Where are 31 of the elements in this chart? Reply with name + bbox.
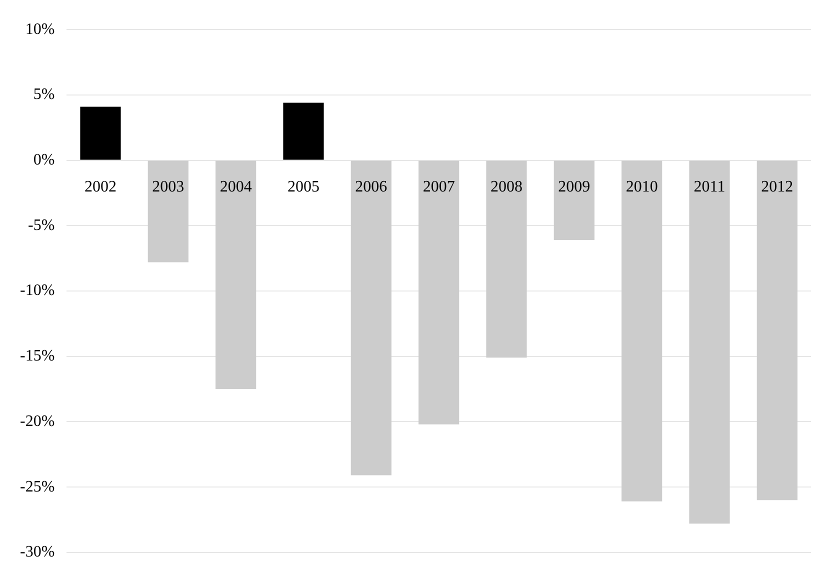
bar — [689, 160, 730, 524]
y-tick-label: -30% — [20, 544, 55, 561]
y-tick-label: -15% — [20, 348, 55, 365]
x-tick-label: 2007 — [422, 178, 455, 196]
y-tick-label: 5% — [33, 86, 55, 104]
bar — [350, 160, 392, 476]
x-tick-label: 2010 — [626, 178, 658, 196]
x-tick-label: 2003 — [152, 178, 184, 196]
y-tick-label: -5% — [28, 216, 55, 234]
x-tick-label: 2008 — [490, 178, 522, 196]
bar — [80, 106, 121, 160]
y-tick-label: -25% — [20, 478, 55, 496]
bar — [554, 160, 594, 240]
x-tick-label: 2006 — [355, 178, 388, 196]
x-tick-label: 2009 — [558, 178, 590, 196]
bar — [756, 160, 798, 500]
y-tick-label: 10% — [25, 20, 55, 38]
bar — [148, 160, 188, 262]
y-tick-label: -10% — [20, 282, 55, 300]
x-tick-label: 2005 — [287, 178, 320, 196]
bar — [486, 160, 527, 358]
bar — [418, 160, 460, 424]
y-tick-label: -20% — [20, 412, 55, 430]
bar — [622, 160, 662, 502]
x-tick-label: 2004 — [220, 178, 252, 196]
x-tick-label: 2012 — [761, 178, 794, 196]
bar — [216, 160, 256, 390]
x-tick-label: 2002 — [84, 178, 116, 196]
bar — [283, 102, 324, 160]
x-tick-label: 2011 — [694, 178, 726, 196]
y-tick-label: 0% — [33, 152, 55, 169]
